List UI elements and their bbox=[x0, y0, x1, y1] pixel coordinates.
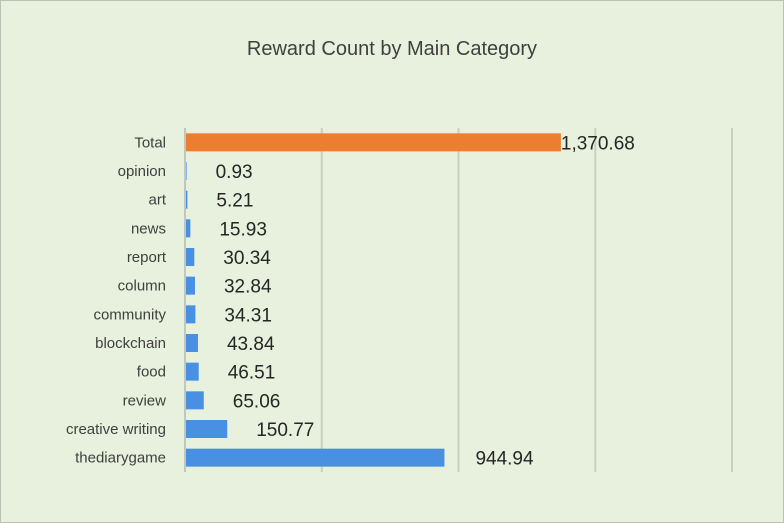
bar-review bbox=[186, 391, 204, 410]
bar-report bbox=[186, 248, 195, 266]
value-label: 43.84 bbox=[227, 334, 275, 355]
category-label: review bbox=[123, 392, 167, 409]
category-label: Total bbox=[134, 134, 166, 151]
category-label: column bbox=[118, 278, 166, 295]
bar-news bbox=[186, 219, 191, 238]
bar-community bbox=[186, 305, 196, 324]
bar-thediarygame bbox=[186, 448, 445, 467]
category-label: news bbox=[131, 220, 166, 237]
bar-opinion bbox=[186, 162, 187, 180]
category-label: creative writing bbox=[66, 421, 166, 438]
value-label: 46.51 bbox=[228, 363, 276, 384]
chart-title: Reward Count by Main Category bbox=[246, 38, 538, 60]
bar-creative-writing bbox=[186, 420, 228, 438]
bar-column bbox=[186, 276, 195, 295]
bar-food bbox=[186, 362, 199, 381]
value-label: 150.77 bbox=[256, 420, 314, 441]
category-label: thediarygame bbox=[75, 450, 166, 467]
category-label: community bbox=[93, 306, 166, 323]
value-label: 0.93 bbox=[216, 162, 253, 183]
category-label: art bbox=[148, 192, 166, 209]
category-label: blockchain bbox=[95, 335, 166, 352]
category-label: opinion bbox=[118, 163, 166, 180]
category-label: report bbox=[127, 249, 167, 266]
value-label: 1,370.68 bbox=[561, 133, 635, 154]
bar-blockchain bbox=[186, 334, 198, 352]
value-label: 30.34 bbox=[223, 248, 271, 269]
value-label: 944.94 bbox=[475, 449, 534, 470]
bar-art bbox=[186, 190, 188, 209]
bar-Total bbox=[186, 133, 561, 152]
value-label: 32.84 bbox=[224, 277, 272, 298]
value-label: 65.06 bbox=[233, 391, 281, 412]
category-label: food bbox=[137, 364, 166, 381]
value-label: 15.93 bbox=[219, 219, 267, 240]
value-label: 5.21 bbox=[216, 191, 253, 212]
value-label: 34.31 bbox=[224, 305, 272, 326]
